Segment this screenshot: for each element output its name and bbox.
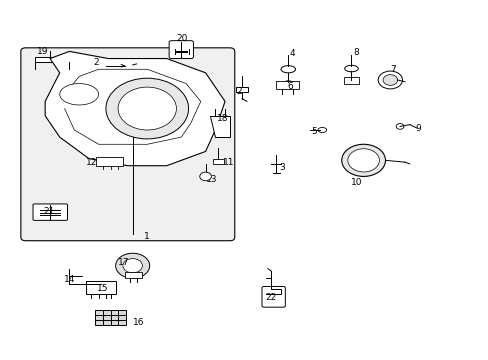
Ellipse shape [347,149,379,172]
FancyBboxPatch shape [262,287,285,307]
Text: 13: 13 [205,175,217,184]
Circle shape [106,78,188,139]
Text: 7: 7 [389,66,395,75]
Text: 5: 5 [310,127,316,136]
FancyBboxPatch shape [95,310,126,325]
Ellipse shape [344,65,358,72]
Text: 16: 16 [133,318,144,327]
Ellipse shape [60,84,99,105]
Circle shape [200,172,211,181]
FancyBboxPatch shape [169,41,193,59]
Bar [276,81,299,89]
Ellipse shape [281,66,295,73]
Bar [126,64,134,67]
Ellipse shape [317,127,326,132]
Bar [125,272,142,278]
Polygon shape [45,51,224,166]
Text: 2: 2 [236,87,242,96]
Polygon shape [35,57,69,62]
Text: 4: 4 [289,49,294,58]
FancyBboxPatch shape [21,48,234,241]
Ellipse shape [341,144,385,176]
Text: 18: 18 [216,114,228,123]
Text: 6: 6 [287,82,293,91]
Polygon shape [210,116,229,137]
Text: 9: 9 [415,124,421,133]
Circle shape [377,71,402,89]
Bar [86,281,116,294]
Text: 14: 14 [63,275,75,284]
Text: 22: 22 [265,293,276,302]
Bar [212,158,223,164]
Text: 3: 3 [279,163,285,172]
Circle shape [116,253,149,278]
Circle shape [118,87,176,130]
Text: 12: 12 [85,158,97,167]
FancyBboxPatch shape [33,204,67,220]
Text: 1: 1 [144,232,150,241]
Text: 15: 15 [97,284,108,293]
Text: 2: 2 [93,58,99,67]
Circle shape [283,81,292,88]
Text: 8: 8 [353,48,359,57]
Text: 11: 11 [223,158,234,167]
Text: 21: 21 [43,207,55,216]
Polygon shape [235,87,248,93]
Text: 10: 10 [350,178,361,187]
Text: 19: 19 [37,47,48,56]
Circle shape [382,75,397,85]
Circle shape [122,258,142,273]
Circle shape [395,123,403,129]
Text: 20: 20 [176,35,187,44]
Text: 17: 17 [118,258,129,267]
Bar [96,157,122,166]
Bar [344,77,358,84]
